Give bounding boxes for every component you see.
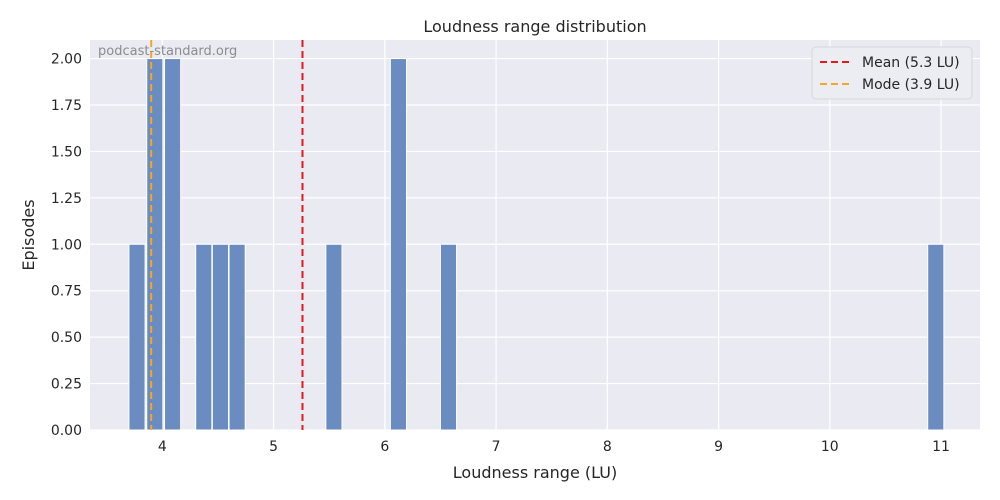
reference-lines	[150, 40, 304, 430]
x-tick-label: 8	[603, 439, 612, 455]
legend-box	[811, 46, 973, 100]
tick-labels: 4 5 6 7 8 9 10 11 0.00 0.25 0.50 0.75 1.00 1.25 1.50 1.…	[51, 52, 950, 455]
x-tick-label: 11	[932, 439, 950, 455]
x-axis-title: Loudness range (LU)	[453, 463, 617, 482]
histogram-bar	[211, 243, 230, 431]
x-tick-label: 7	[492, 439, 501, 455]
x-tick-label: 4	[158, 439, 167, 455]
legend-label: Mode (3.9 LU)	[862, 77, 960, 93]
histogram-bar	[146, 58, 164, 431]
histogram-bar	[325, 243, 343, 431]
legend-label: Mean (5.3 LU)	[862, 55, 960, 71]
y-tick-label: 1.00	[51, 237, 82, 253]
y-tick-label: 0.25	[51, 377, 82, 393]
x-tick-label: 10	[821, 439, 839, 455]
y-tick-label: 1.75	[51, 98, 82, 114]
x-tick-label: 6	[380, 439, 389, 455]
bars	[128, 58, 945, 431]
histogram-bar	[128, 243, 146, 431]
y-tick-label: 0.00	[51, 423, 82, 439]
legend: Mean (5.3 LU) Mode (3.9 LU)	[811, 46, 973, 100]
y-tick-label: 0.50	[51, 330, 82, 346]
chart-title: Loudness range distribution	[423, 17, 646, 36]
histogram-bar	[195, 243, 213, 431]
y-tick-label: 0.75	[51, 284, 82, 300]
histogram-bar	[927, 243, 945, 431]
y-tick-label: 2.00	[51, 52, 82, 68]
y-axis-title: Episodes	[19, 199, 38, 270]
y-tick-label: 1.25	[51, 191, 82, 207]
x-tick-label: 5	[269, 439, 278, 455]
y-tick-label: 1.50	[51, 144, 82, 160]
histogram-bar	[389, 58, 408, 431]
x-tick-label: 9	[714, 439, 723, 455]
histogram-bar	[228, 243, 246, 431]
histogram-bar	[439, 243, 458, 431]
watermark: podcast-standard.org	[98, 44, 237, 59]
histogram-bar	[164, 58, 182, 431]
